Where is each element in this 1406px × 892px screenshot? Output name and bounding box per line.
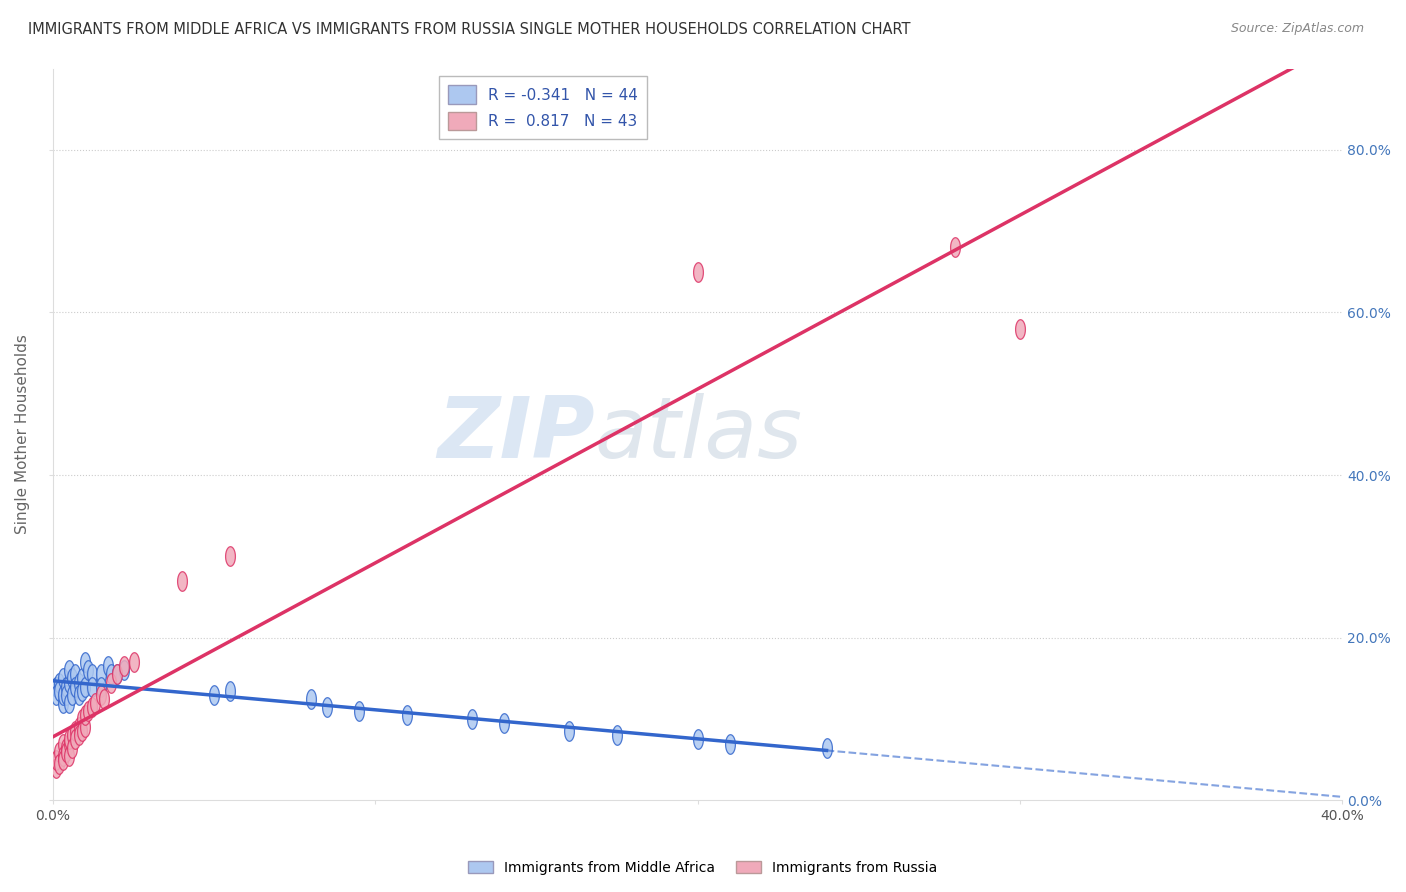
Point <box>396 708 419 723</box>
Point <box>93 691 115 706</box>
Point <box>48 675 70 690</box>
Point <box>80 680 103 694</box>
Point <box>70 672 93 686</box>
Point <box>105 667 128 681</box>
Point <box>55 688 77 702</box>
Point <box>52 753 75 767</box>
Point <box>52 748 75 763</box>
Point <box>45 680 67 694</box>
Y-axis label: Single Mother Households: Single Mother Households <box>15 334 30 534</box>
Point <box>45 761 67 775</box>
Point <box>686 732 709 747</box>
Point <box>1008 322 1031 336</box>
Text: atlas: atlas <box>595 393 803 476</box>
Point <box>718 737 741 751</box>
Text: ZIP: ZIP <box>437 393 595 476</box>
Point <box>112 663 135 677</box>
Point <box>60 672 83 686</box>
Point <box>58 663 80 677</box>
Point <box>80 667 103 681</box>
Point <box>55 745 77 759</box>
Point <box>67 720 90 734</box>
Point <box>52 696 75 710</box>
Point <box>75 655 97 669</box>
Point <box>60 728 83 742</box>
Point <box>70 683 93 698</box>
Point <box>48 745 70 759</box>
Point <box>45 753 67 767</box>
Legend: Immigrants from Middle Africa, Immigrants from Russia: Immigrants from Middle Africa, Immigrant… <box>463 855 943 880</box>
Point <box>60 688 83 702</box>
Point <box>557 724 579 739</box>
Point <box>60 740 83 755</box>
Point <box>606 728 628 742</box>
Point <box>77 704 100 718</box>
Point <box>75 708 97 723</box>
Point <box>58 737 80 751</box>
Point <box>58 675 80 690</box>
Point <box>65 724 87 739</box>
Point <box>202 688 225 702</box>
Point <box>97 659 120 673</box>
Point <box>316 700 339 714</box>
Point <box>48 756 70 771</box>
Point <box>347 704 370 718</box>
Point <box>55 740 77 755</box>
Text: IMMIGRANTS FROM MIDDLE AFRICA VS IMMIGRANTS FROM RUSSIA SINGLE MOTHER HOUSEHOLDS: IMMIGRANTS FROM MIDDLE AFRICA VS IMMIGRA… <box>28 22 911 37</box>
Point <box>52 737 75 751</box>
Point <box>45 688 67 702</box>
Point <box>170 574 193 588</box>
Legend: R = -0.341   N = 44, R =  0.817   N = 43: R = -0.341 N = 44, R = 0.817 N = 43 <box>439 76 647 139</box>
Point <box>58 748 80 763</box>
Point <box>65 732 87 747</box>
Point <box>65 667 87 681</box>
Point <box>55 680 77 694</box>
Point <box>58 732 80 747</box>
Point <box>75 720 97 734</box>
Point <box>90 680 112 694</box>
Point <box>815 740 838 755</box>
Point <box>100 667 122 681</box>
Point <box>80 700 103 714</box>
Text: Source: ZipAtlas.com: Source: ZipAtlas.com <box>1230 22 1364 36</box>
Point <box>52 688 75 702</box>
Point <box>48 683 70 698</box>
Point <box>90 688 112 702</box>
Point <box>77 663 100 677</box>
Point <box>83 696 105 710</box>
Point <box>67 675 90 690</box>
Point <box>461 712 484 726</box>
Point <box>65 680 87 694</box>
Point <box>945 240 967 254</box>
Point <box>75 680 97 694</box>
Point <box>219 683 242 698</box>
Point <box>122 655 145 669</box>
Point <box>90 667 112 681</box>
Point <box>67 688 90 702</box>
Point <box>70 724 93 739</box>
Point <box>299 691 322 706</box>
Point <box>67 728 90 742</box>
Point <box>70 712 93 726</box>
Point <box>219 549 242 564</box>
Point <box>52 672 75 686</box>
Point <box>494 716 516 731</box>
Point <box>58 696 80 710</box>
Point <box>100 675 122 690</box>
Point <box>105 667 128 681</box>
Point <box>112 659 135 673</box>
Point <box>686 265 709 279</box>
